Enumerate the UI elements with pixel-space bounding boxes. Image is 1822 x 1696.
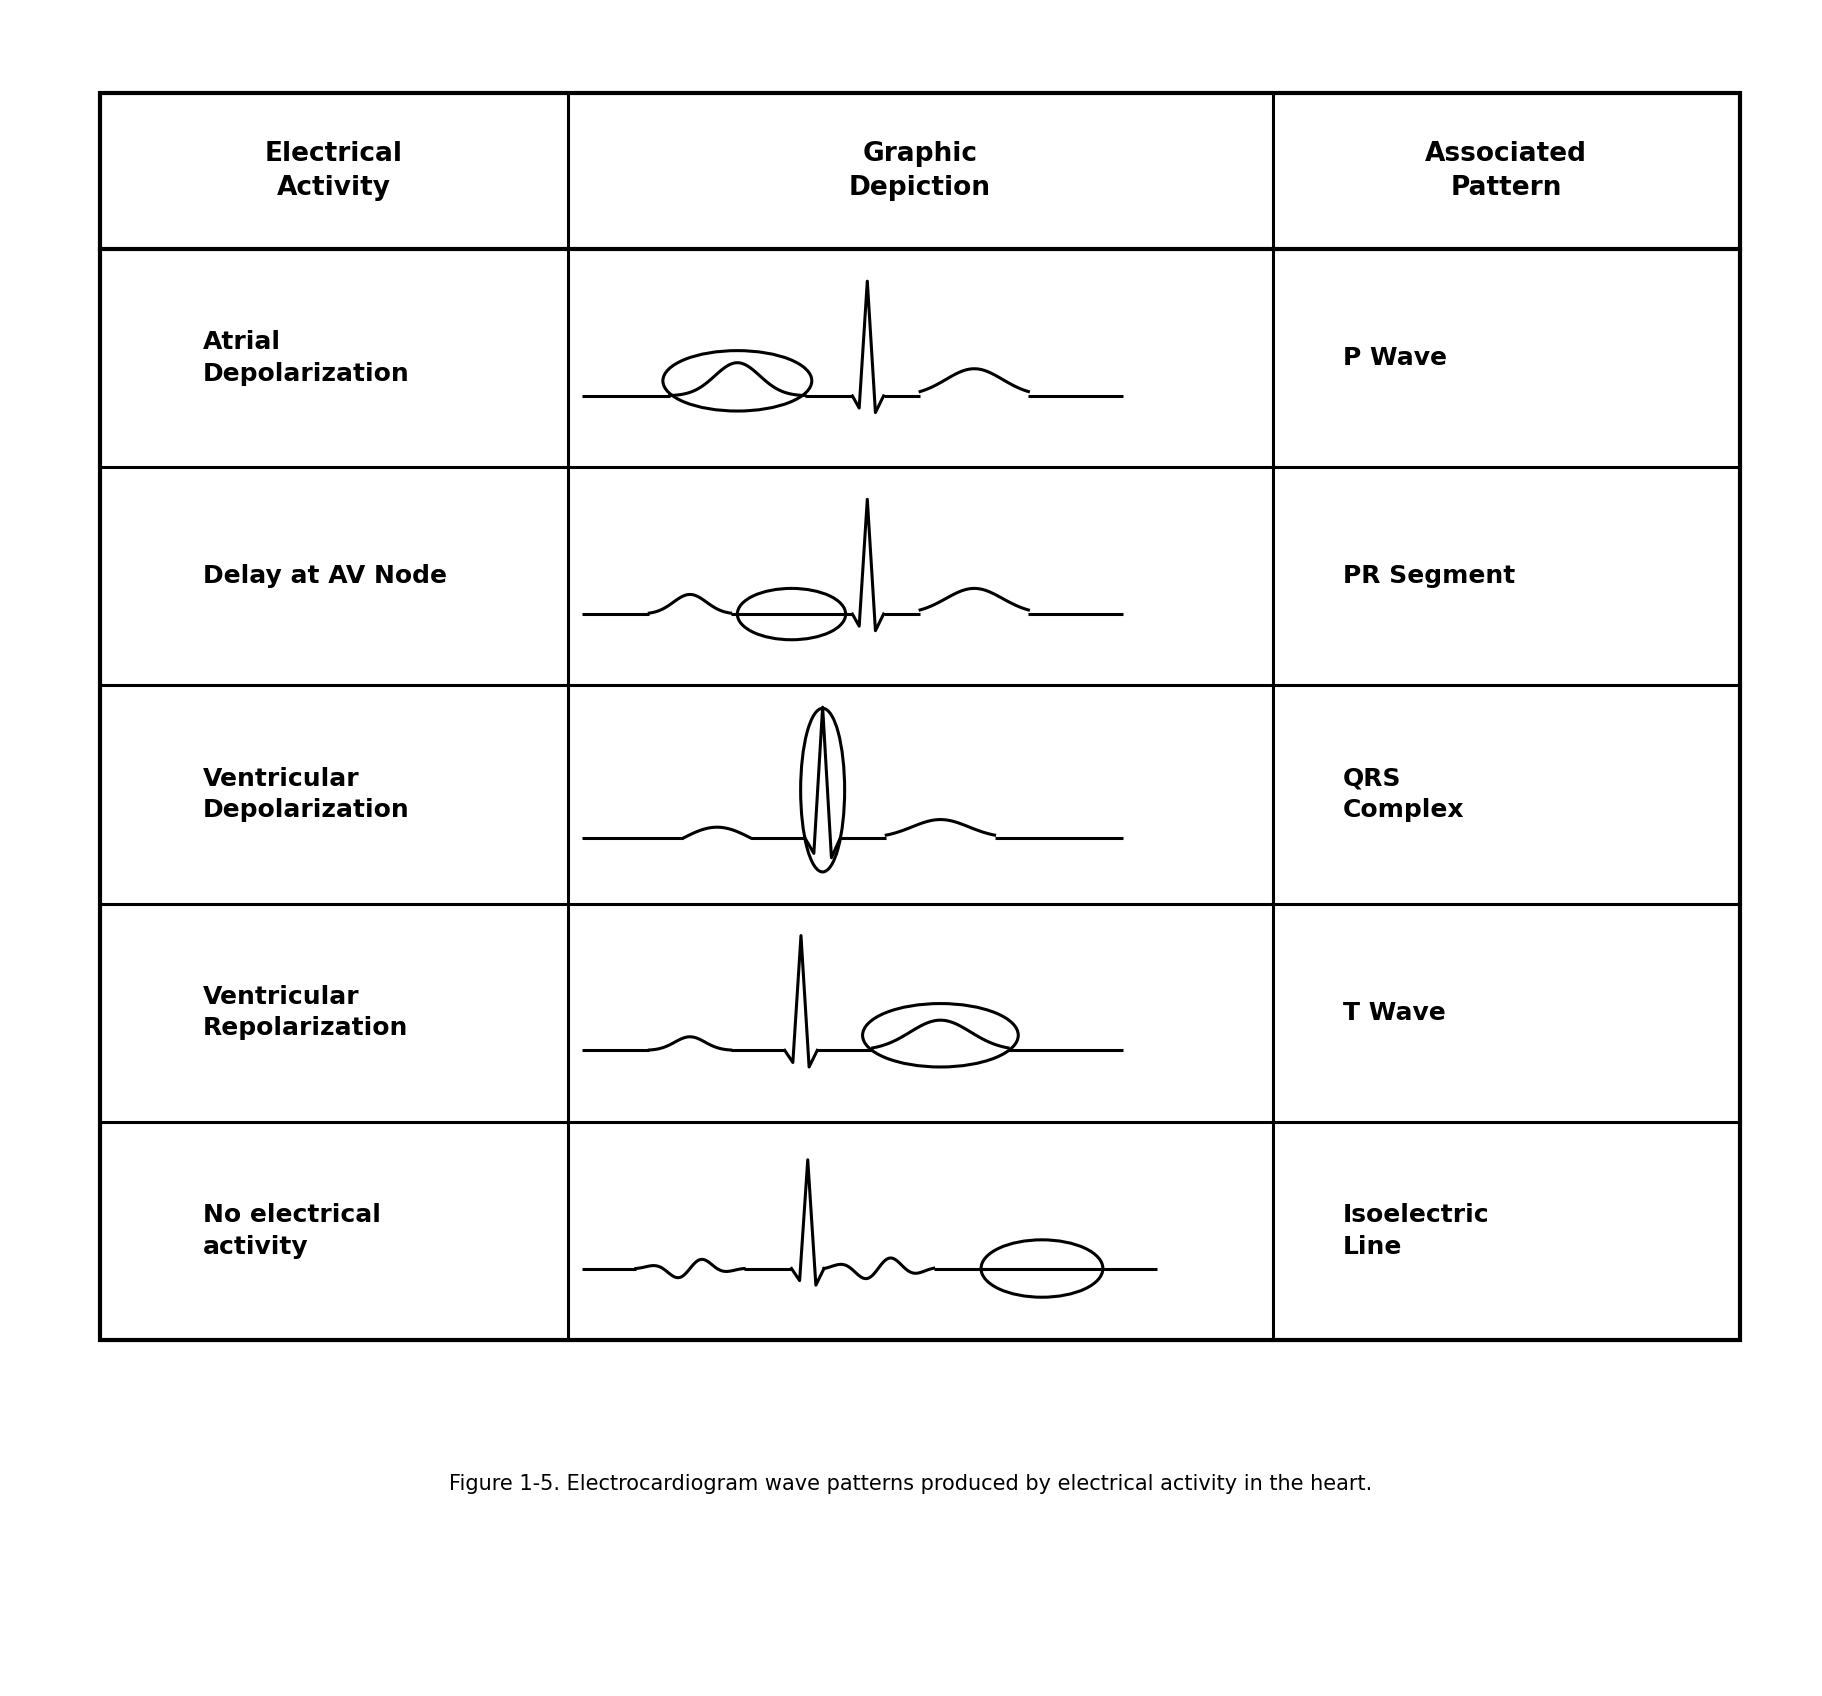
Text: P Wave: P Wave [1343,346,1447,370]
Text: Atrial
Depolarization: Atrial Depolarization [202,331,410,387]
Text: No electrical
activity: No electrical activity [202,1202,381,1258]
Text: Isoelectric
Line: Isoelectric Line [1343,1202,1489,1258]
Text: Delay at AV Node: Delay at AV Node [202,565,446,589]
Text: QRS
Complex: QRS Complex [1343,767,1465,823]
Text: Electrical
Activity: Electrical Activity [264,141,403,202]
Bar [100,93,1740,1340]
Text: Ventricular
Depolarization: Ventricular Depolarization [202,767,410,823]
Text: Associated
Pattern: Associated Pattern [1425,141,1587,202]
Text: Figure 1-5. Electrocardiogram wave patterns produced by electrical activity in t: Figure 1-5. Electrocardiogram wave patte… [450,1474,1372,1494]
Text: PR Segment: PR Segment [1343,565,1516,589]
Text: T Wave: T Wave [1343,1001,1445,1024]
Text: Ventricular
Repolarization: Ventricular Repolarization [202,985,408,1040]
Text: Graphic
Depiction: Graphic Depiction [849,141,991,202]
